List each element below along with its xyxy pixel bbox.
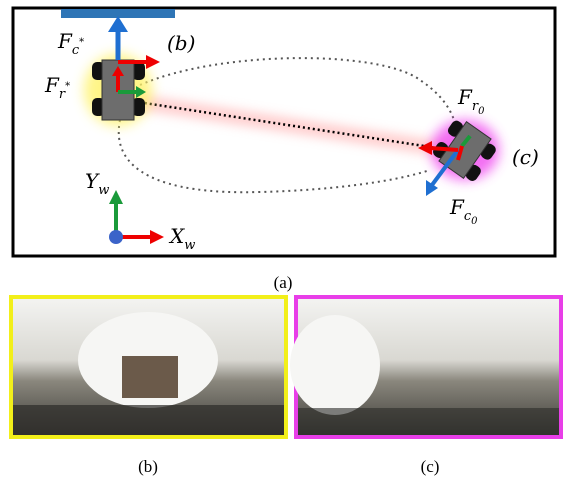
label-base: X (168, 224, 185, 248)
figure: Fc* Fr* Fr0 Fc0 (b) (c) Yw Xw (a) (b) (c… (0, 0, 566, 479)
panel-tag: (c) (512, 145, 539, 169)
origin (109, 230, 123, 244)
label-base: F (57, 29, 73, 53)
label-sub: w (184, 238, 195, 253)
label-base: F (44, 73, 60, 97)
label-sub: w (98, 183, 109, 198)
panel-tag: (b) (167, 31, 195, 55)
poster (122, 356, 178, 398)
floor (13, 405, 284, 435)
caption: (c) (421, 457, 440, 476)
label-mark: 0 (471, 216, 478, 227)
floor (298, 408, 559, 435)
label-base: F (449, 195, 465, 219)
caption: (a) (274, 273, 293, 292)
label-mark: * (65, 81, 70, 92)
wall (290, 315, 380, 415)
axis-arrow (430, 148, 458, 150)
label-mark: * (79, 37, 84, 48)
label-mark: 0 (478, 106, 485, 117)
caption: (b) (138, 457, 158, 476)
label-base: F (457, 85, 473, 109)
